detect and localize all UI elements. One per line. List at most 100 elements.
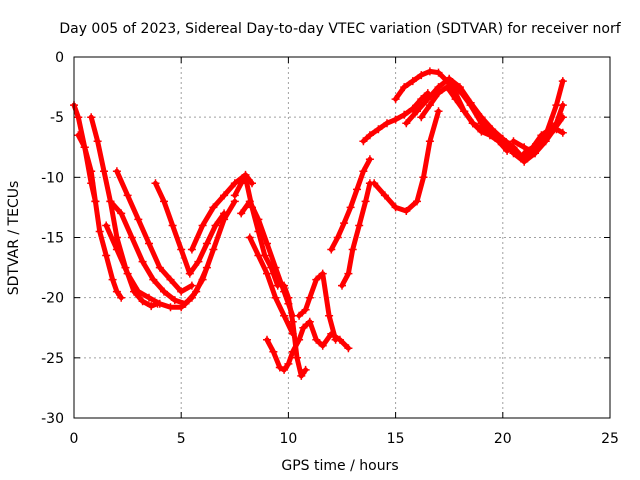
data-point [359,167,368,176]
y-tick-label: -10 [41,170,64,186]
data-point [344,344,353,353]
data-point [374,125,383,134]
data-point [100,167,108,176]
data-point [170,296,179,305]
data-point [91,197,100,206]
data-point [284,359,293,368]
data-point [263,239,271,248]
data-point [220,209,229,218]
series-trace [338,179,374,290]
data-point [123,191,132,200]
series-line [371,108,441,214]
data-series [70,67,567,380]
data-point [541,137,550,146]
data-point [434,107,443,116]
data-point [177,287,186,296]
data-point [106,197,115,206]
data-point [434,68,443,77]
data-point [74,113,83,122]
series-trace [102,197,239,312]
data-point [348,245,357,254]
y-axis-label: SDTVAR / TECUs [6,181,22,296]
data-point [271,263,280,272]
data-point [346,203,355,212]
data-point [417,113,426,122]
data-point [325,311,334,320]
data-point [295,311,304,320]
plot-frame [73,56,611,419]
data-point [280,281,289,290]
data-point [151,179,160,188]
data-point [147,302,156,311]
y-tick-label: -25 [41,351,64,367]
data-point [365,155,374,164]
y-tick-label: -20 [41,291,64,307]
data-point [275,363,284,372]
data-point [425,137,434,146]
data-point [365,131,374,140]
y-tick-label: -5 [50,110,64,126]
data-point [134,287,143,296]
data-point [127,233,136,242]
data-point [237,209,246,218]
data-point [400,110,409,119]
data-point [166,303,175,312]
grid [74,57,610,418]
data-point [327,245,336,254]
data-point [288,317,297,326]
data-point [335,335,344,344]
data-point [318,341,327,350]
data-point [138,297,147,306]
data-point [391,95,400,104]
data-point [344,269,353,278]
y-tick-label: -15 [41,231,64,247]
data-point [177,245,186,254]
data-point [419,173,428,182]
data-point [402,207,411,215]
data-point [108,275,117,284]
data-point [102,221,111,230]
data-point [509,137,518,146]
data-point [112,167,121,176]
data-point [355,221,364,230]
series-trace [74,131,126,302]
data-point [558,113,567,122]
data-point [280,311,289,320]
data-point [160,197,168,206]
data-point [391,115,400,124]
data-point [537,131,546,140]
data-point [230,191,239,200]
data-point [284,293,293,302]
data-point [237,179,246,188]
data-point [87,113,96,122]
data-point [423,95,432,104]
data-point [528,143,537,152]
data-point [194,257,203,266]
data-point [160,287,168,296]
data-point [340,219,349,228]
data-point [80,143,89,152]
data-point [112,287,121,296]
series-line [264,325,306,373]
y-axis-ticks: 0 -5 -10 -15 -20 -25 -30 [41,50,610,427]
series-trace [520,125,567,158]
data-point [380,191,389,200]
data-point [301,305,310,314]
data-point [185,269,194,278]
data-point [434,89,443,98]
data-point [263,335,271,344]
data-point [241,173,250,182]
x-tick-label: 5 [177,431,186,447]
data-point [353,185,361,194]
data-point [312,335,321,344]
data-point [166,275,175,284]
data-point [187,281,196,290]
data-point [305,293,314,302]
x-tick-label: 25 [601,431,619,447]
data-point [198,275,207,284]
series-line [247,235,296,337]
data-point [74,131,83,140]
data-point [134,215,143,224]
data-point [112,245,121,254]
